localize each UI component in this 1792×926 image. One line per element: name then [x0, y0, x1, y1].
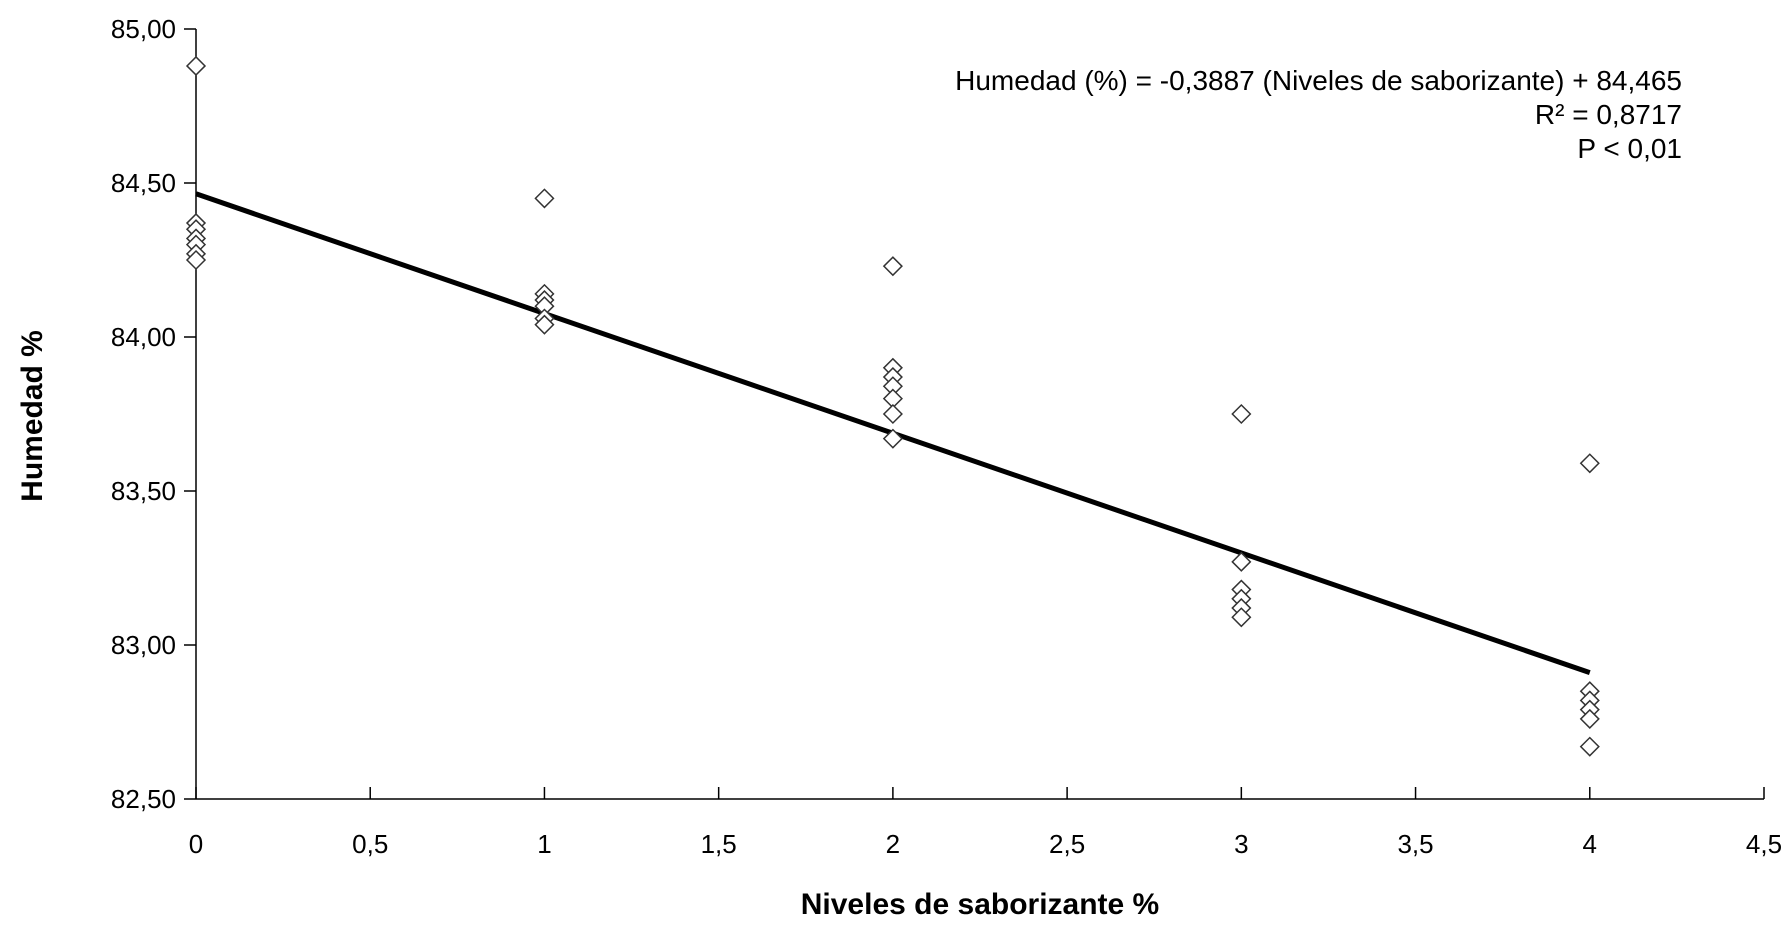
x-tick-label: 3	[1234, 829, 1248, 859]
axes	[195, 29, 1764, 800]
y-tick-label: 83,00	[111, 630, 176, 660]
data-point	[1231, 551, 1252, 572]
y-tick-label: 85,00	[111, 14, 176, 44]
data-point	[534, 314, 555, 335]
x-tick-label: 4,5	[1746, 829, 1782, 859]
regression-equation: Humedad (%) = -0,3887 (Niveles de sabori…	[955, 65, 1682, 96]
x-tick-label: 2	[886, 829, 900, 859]
data-point	[185, 249, 207, 271]
y-tick-label: 82,50	[111, 784, 176, 814]
tick-labels: 82,50 83,00 83,50 84,00 84,50 85,00 0 0,5 1 1,5 2 2…	[111, 14, 1782, 859]
p-value-label: P < 0,01	[1577, 133, 1682, 164]
x-tick-label: 2,5	[1049, 829, 1085, 859]
x-tick-label: 4	[1583, 829, 1597, 859]
data-point	[1579, 736, 1600, 757]
y-tick-label: 83,50	[111, 476, 176, 506]
x-tick-label: 1	[537, 829, 551, 859]
data-point	[882, 403, 903, 425]
r-squared-label: R² = 0,8717	[1535, 99, 1682, 130]
data-point	[1579, 708, 1600, 729]
data-point	[1231, 403, 1252, 425]
data-point	[1231, 607, 1252, 628]
data-point	[534, 188, 555, 209]
data-points	[185, 55, 1600, 757]
y-axis-title: Humedad %	[16, 330, 49, 502]
x-tick-label: 1,5	[701, 829, 737, 859]
y-tick-label: 84,50	[111, 168, 176, 198]
data-point	[882, 256, 903, 277]
x-tick-label: 0,5	[352, 829, 388, 859]
x-axis-title: Niveles de saborizante %	[801, 888, 1159, 921]
data-point	[882, 428, 903, 449]
y-tick-label: 84,00	[111, 322, 176, 352]
data-point	[1579, 453, 1600, 474]
x-tick-label: 3,5	[1397, 829, 1433, 859]
x-tick-label: 0	[189, 829, 203, 859]
data-point	[185, 55, 207, 77]
